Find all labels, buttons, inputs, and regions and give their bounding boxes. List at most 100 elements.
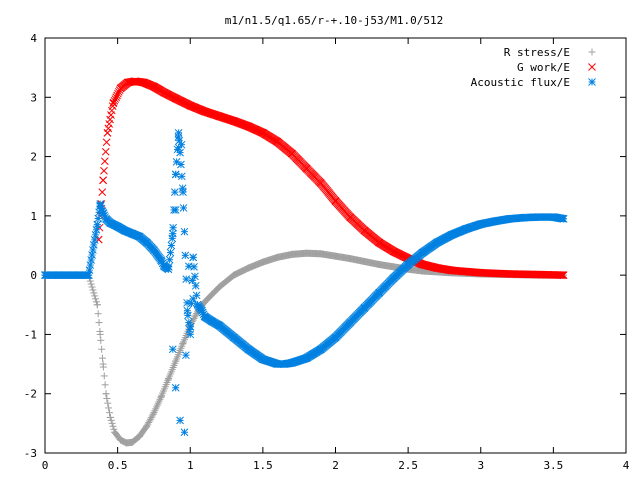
trace-marker bbox=[88, 251, 96, 259]
trace-marker bbox=[144, 420, 152, 428]
x-tick-label: 1 bbox=[187, 459, 194, 472]
trace-marker bbox=[147, 414, 155, 422]
trace-marker bbox=[142, 423, 150, 431]
trace-marker bbox=[143, 422, 151, 430]
y-tick-label: -1 bbox=[24, 328, 37, 341]
trace-marker bbox=[107, 416, 115, 424]
trace-marker bbox=[89, 286, 97, 294]
trace-marker bbox=[101, 381, 109, 389]
trace-marker bbox=[192, 311, 200, 319]
trace-marker bbox=[90, 289, 98, 297]
trace-marker bbox=[559, 271, 568, 279]
trace-marker bbox=[179, 204, 188, 212]
x-tick-label: 0 bbox=[42, 459, 49, 472]
trace-marker bbox=[170, 188, 179, 196]
trace-marker bbox=[165, 255, 174, 264]
trace-marker bbox=[93, 301, 101, 309]
trace-marker bbox=[191, 281, 200, 290]
trace-marker bbox=[91, 292, 99, 300]
trace-marker bbox=[189, 253, 198, 262]
trace-marker bbox=[191, 272, 199, 281]
data-point bbox=[176, 416, 184, 425]
trace-marker bbox=[85, 266, 94, 274]
trace-marker bbox=[93, 220, 102, 229]
trace-marker bbox=[105, 404, 113, 412]
y-tick-label: -2 bbox=[24, 388, 37, 401]
trace-marker bbox=[98, 188, 107, 196]
axes: 0 0.5 1 1.5 2 2.5 3 3.5 4 -3 -2 -1 0 1 2 3 4 bbox=[24, 32, 630, 472]
trace-marker bbox=[86, 261, 95, 269]
plot-frame bbox=[44, 37, 627, 454]
data-point bbox=[189, 295, 198, 303]
trace-marker bbox=[88, 283, 96, 291]
legend: R stress/E G work/E Acoustic flux/E bbox=[471, 46, 596, 89]
x-tick-label: 2 bbox=[332, 459, 339, 472]
trace-marker bbox=[171, 170, 180, 179]
trace-marker bbox=[557, 271, 566, 279]
trace-marker bbox=[176, 148, 184, 157]
trace-marker bbox=[184, 311, 192, 320]
trace-marker bbox=[84, 271, 93, 279]
series-1 bbox=[41, 249, 568, 447]
trace-marker bbox=[96, 327, 104, 335]
trace-marker bbox=[106, 413, 114, 421]
trace-marker bbox=[557, 271, 565, 279]
trace-marker bbox=[184, 318, 193, 327]
trace-marker bbox=[98, 345, 106, 353]
trace-marker bbox=[90, 236, 99, 244]
trace-marker bbox=[100, 157, 109, 166]
trace-marker bbox=[100, 166, 108, 175]
trace-marker bbox=[89, 241, 98, 249]
trace-marker bbox=[146, 417, 154, 425]
trace-marker bbox=[181, 251, 190, 260]
trace-marker bbox=[177, 172, 186, 181]
y-tick-label: 0 bbox=[30, 269, 37, 282]
trace-marker bbox=[105, 409, 113, 417]
data-point bbox=[182, 351, 190, 360]
series-4 bbox=[168, 140, 198, 437]
trace-marker bbox=[102, 138, 111, 147]
trace-marker bbox=[99, 363, 107, 371]
trace-marker bbox=[103, 394, 111, 402]
trace-marker bbox=[149, 410, 157, 418]
x-tick-label: 0.5 bbox=[108, 459, 128, 472]
trace-marker bbox=[89, 246, 97, 254]
data-point bbox=[171, 206, 180, 214]
trace-marker bbox=[190, 314, 198, 322]
x-tick-label: 2.5 bbox=[398, 459, 418, 472]
trace-marker bbox=[186, 322, 195, 331]
trace-marker bbox=[95, 319, 103, 327]
legend-marker bbox=[588, 48, 596, 56]
trace-marker bbox=[110, 425, 118, 433]
trace-marker bbox=[87, 280, 95, 288]
data-point bbox=[184, 262, 193, 271]
trace-marker bbox=[178, 184, 187, 193]
data-point bbox=[177, 140, 186, 149]
trace-marker bbox=[92, 298, 100, 306]
trace-marker bbox=[182, 275, 191, 283]
trace-marker bbox=[167, 241, 176, 250]
trace-marker bbox=[191, 313, 199, 321]
trace-marker bbox=[109, 422, 117, 430]
trace-marker bbox=[104, 399, 112, 407]
legend-label: R stress/E bbox=[504, 46, 570, 59]
trace-marker bbox=[99, 176, 107, 185]
trace-marker bbox=[100, 372, 108, 380]
trace-marker bbox=[91, 230, 100, 239]
trace-marker bbox=[92, 225, 101, 234]
data-point bbox=[180, 428, 189, 437]
trace-marker bbox=[166, 248, 175, 257]
trace-marker bbox=[102, 390, 110, 398]
trace-marker bbox=[558, 271, 567, 279]
y-tick-label: -3 bbox=[24, 447, 37, 460]
legend-marker bbox=[588, 78, 596, 86]
x-tick-label: 3 bbox=[477, 459, 484, 472]
trace-marker bbox=[99, 354, 107, 362]
trace-marker bbox=[87, 256, 96, 264]
y-tick-label: 2 bbox=[30, 151, 37, 164]
x-tick-label: 4 bbox=[623, 459, 630, 472]
trace-marker bbox=[148, 412, 156, 420]
trace-marker bbox=[86, 277, 94, 285]
x-tick-label: 3.5 bbox=[543, 459, 563, 472]
